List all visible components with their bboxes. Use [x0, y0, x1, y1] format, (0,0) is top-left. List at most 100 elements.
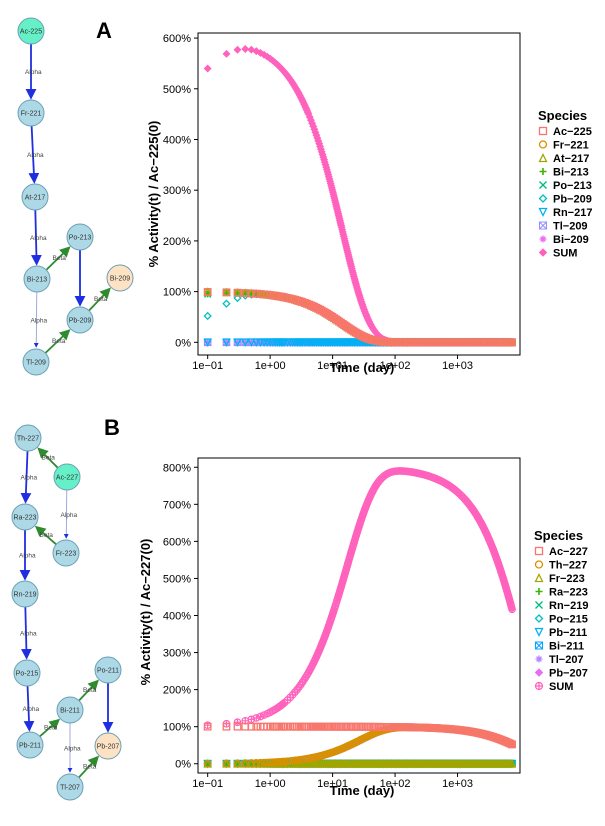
data-point — [508, 605, 516, 614]
legend-key-fr-223 — [534, 573, 544, 583]
node-po-215 — [13, 659, 41, 687]
data-point — [203, 338, 212, 348]
node-bi-209 — [106, 264, 134, 292]
data-point — [233, 759, 242, 768]
edge-at-217-to-bi-213 — [31, 209, 42, 266]
x-tick-label: 1e+01 — [317, 778, 348, 790]
legend-label: Rn−219 — [549, 600, 588, 612]
legend-label: SUM — [553, 248, 577, 260]
node-label-po-211: Po-211 — [97, 668, 119, 675]
node-rn-219 — [11, 580, 39, 608]
legend-key-bi-211 — [534, 641, 544, 650]
node-pb-211 — [16, 731, 44, 759]
data-point — [247, 289, 256, 298]
y-axis-title: % Activity(t) / Ac−225(0) — [146, 121, 161, 268]
legend-label: Rn−217 — [553, 207, 592, 219]
y-tick-label: 600% — [163, 536, 191, 548]
legend-key-pb-207 — [534, 668, 544, 677]
chart-a: 1e−01 1e+00 1e+01 1e+02 1e+03 0% 100% 200% 300% 4… — [146, 32, 592, 375]
data-point — [222, 759, 231, 768]
data-point — [222, 338, 231, 348]
edge-label: Alpha — [19, 553, 36, 560]
data-point — [280, 757, 289, 766]
series-sum — [203, 467, 516, 729]
series-ac-227 — [203, 722, 516, 749]
edge-bi-213-to-tl-209 — [33, 291, 39, 348]
legend-key-rn-217 — [538, 207, 548, 217]
data-point — [233, 718, 242, 727]
legend-label: Bi−211 — [549, 641, 584, 653]
data-point — [263, 758, 272, 767]
node-label-pb-209: Pb-209 — [69, 318, 92, 325]
node-label-bi-209: Bi-209 — [110, 276, 130, 283]
data-point — [247, 722, 256, 731]
edge-label: Alpha — [21, 475, 38, 482]
data-point — [252, 759, 261, 767]
edge-label: Beta — [52, 338, 66, 345]
legend-key-bi-213 — [539, 168, 547, 175]
edge-label: Beta — [94, 296, 108, 303]
x-axis-title: Time (day) — [330, 783, 395, 798]
legend-key-tl-209 — [538, 221, 548, 230]
x-tick-label: 1e+00 — [255, 360, 286, 372]
y-tick-label: 300% — [163, 648, 191, 660]
node-label-pb-211: Pb-211 — [19, 743, 41, 750]
data-point — [506, 739, 515, 748]
edge-fr-221-to-at-217 — [28, 125, 40, 184]
legend-key-sum — [538, 248, 548, 257]
edge-th-227-to-ra-223 — [20, 450, 32, 504]
data-point — [508, 338, 516, 347]
x-tick-label: 1e+00 — [255, 778, 286, 790]
node-ac-227 — [53, 463, 81, 491]
legend-title: Species — [534, 528, 583, 543]
y-tick-label: 0% — [175, 759, 191, 771]
legend-label: Po−215 — [549, 614, 588, 626]
edge-label: Alpha — [23, 706, 40, 713]
node-ac-225 — [17, 17, 45, 45]
edge-label: Beta — [83, 687, 97, 694]
edge-fr-223-to-ra-223 — [34, 525, 57, 546]
y-tick-label: 700% — [163, 499, 191, 511]
chart-b: 1e−01 1e+00 1e+01 1e+02 1e+03 0% 100% 200% 300% 4… — [138, 457, 588, 798]
y-tick-label: 0% — [175, 337, 191, 349]
y-tick-label: 500% — [163, 84, 191, 96]
legend-title: Species — [538, 108, 587, 123]
edge-ac-227-to-th-227 — [37, 447, 59, 469]
x-tick-label: 1e+01 — [317, 360, 348, 372]
decay-chain-diagram-b: Beta Alpha Alpha Beta Alpha Alpha Alpha Beta Bet… — [11, 424, 122, 801]
data-point — [283, 757, 292, 766]
node-pb-207 — [94, 732, 122, 760]
series-ac-225 — [203, 288, 516, 347]
legend-key-sum — [534, 681, 544, 691]
data-point — [247, 338, 256, 348]
legend-key-ra-223 — [535, 588, 543, 595]
y-tick-label: 200% — [163, 685, 191, 697]
data-point — [233, 288, 242, 297]
x-tick-label: 1e+03 — [442, 778, 473, 790]
legend-label: Pb−211 — [549, 627, 587, 639]
node-tl-209 — [22, 348, 50, 376]
edge-label: Beta — [42, 455, 56, 462]
edge-label: Alpha — [30, 235, 47, 242]
node-fr-223 — [52, 539, 80, 567]
legend-label: Ac−225 — [553, 126, 592, 138]
legend-key-ac-227 — [534, 546, 544, 556]
node-label-pb-207: Pb-207 — [97, 744, 120, 751]
x-tick-label: 1e−01 — [192, 778, 223, 790]
y-tick-label: 200% — [163, 236, 191, 248]
legend-label: Pb−207 — [549, 668, 588, 680]
data-point — [203, 64, 212, 73]
data-point — [252, 722, 261, 731]
legend-key-bi-209 — [539, 235, 547, 243]
panel-a-label: A — [96, 18, 112, 43]
data-point — [222, 299, 231, 308]
legend-label: Tl−209 — [553, 221, 588, 233]
data-point — [247, 45, 256, 54]
legend-label: Th−227 — [549, 560, 587, 572]
data-point — [233, 45, 242, 54]
node-label-th-227: Th-227 — [17, 436, 39, 443]
data-point — [252, 289, 261, 298]
data-point — [233, 293, 242, 303]
node-th-227 — [14, 424, 42, 452]
